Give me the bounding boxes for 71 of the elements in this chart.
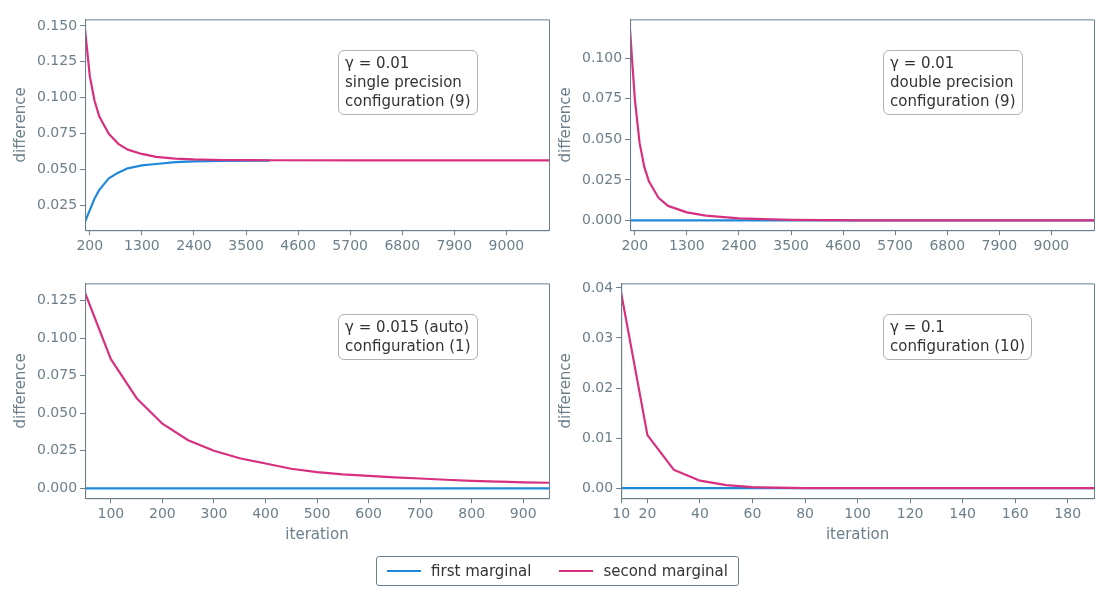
x-tick-label: 300 [200,505,228,522]
x-tick-label: 60 [743,505,762,522]
y-axis-title: difference [10,87,29,163]
y-tick-label: 0.150 [36,16,78,33]
x-tick-label: 20 [638,505,657,522]
x-tick-label: 5700 [877,237,913,254]
y-tick-label: 0.075 [36,124,78,141]
y-tick-label: 0.100 [581,48,623,65]
annotation: γ = 0.1 configuration (10) [883,314,1033,360]
y-tick-label: 0.01 [582,428,614,445]
y-tick-label: 0.050 [581,130,623,147]
x-tick-label: 9000 [1033,237,1070,254]
x-tick-label: 400 [252,505,279,522]
legend-label: first marginal [431,562,532,580]
x-tick-label: 1300 [124,237,160,254]
x-axis-title: iteration [285,524,349,543]
y-axis-title: difference [555,353,574,429]
x-tick-label: 4600 [825,237,861,254]
x-tick-label: 80 [796,505,814,522]
y-tick-label: 0.100 [36,328,78,345]
y-tick-label: 0.025 [36,441,78,458]
x-tick-label: 180 [1054,505,1082,522]
x-tick-label: 900 [509,505,537,522]
y-tick-label: 0.075 [581,89,623,106]
x-tick-label: 2400 [721,237,757,254]
x-tick-label: 6800 [384,237,421,254]
y-axis-title: difference [555,87,574,163]
annotation: γ = 0.01 double precision configuration (9) [883,50,1023,115]
x-tick-label: 100 [97,505,125,522]
x-tick-label: 7900 [436,237,473,254]
x-tick-label: 10 [612,505,631,522]
y-tick-label: 0.000 [36,478,78,495]
x-tick-label: 4600 [280,237,316,254]
y-axis-title: difference [10,353,29,429]
x-tick-label: 2400 [176,237,212,254]
y-tick-label: 0.00 [582,478,614,495]
x-tick-label: 200 [149,505,176,522]
x-tick-label: 200 [621,237,649,254]
x-tick-label: 500 [303,505,331,522]
annotation: γ = 0.015 (auto) configuration (1) [338,314,478,360]
x-tick-label: 700 [406,505,434,522]
x-tick-label: 100 [844,505,871,522]
y-tick-label: 0.100 [36,88,78,105]
x-tick-label: 160 [1001,505,1029,522]
x-tick-label: 40 [691,505,709,522]
legend-label: second marginal [603,562,728,580]
x-tick-label: 3500 [228,237,264,254]
y-tick-label: 0.03 [582,328,614,345]
y-tick-label: 0.000 [581,211,623,228]
x-tick-label: 5700 [332,237,368,254]
x-tick-label: 140 [949,505,977,522]
y-tick-label: 0.125 [36,52,78,69]
y-tick-label: 0.025 [581,170,623,187]
y-tick-label: 0.075 [36,366,78,383]
x-tick-label: 1300 [669,237,705,254]
y-tick-label: 0.02 [582,378,614,395]
x-tick-label: 3500 [773,237,809,254]
y-tick-label: 0.125 [36,291,78,308]
x-tick-label: 200 [76,237,104,254]
y-tick-label: 0.04 [582,278,614,295]
y-tick-label: 0.050 [36,403,78,420]
x-tick-label: 7900 [981,237,1018,254]
y-tick-label: 0.025 [36,196,78,213]
x-tick-label: 6800 [929,237,966,254]
y-tick-label: 0.050 [36,160,78,177]
x-tick-label: 800 [458,505,486,522]
x-tick-label: 120 [896,505,924,522]
x-tick-label: 600 [355,505,382,522]
annotation: γ = 0.01 single precision configuration (9) [338,50,478,115]
x-tick-label: 9000 [488,237,525,254]
x-axis-title: iteration [825,524,890,543]
